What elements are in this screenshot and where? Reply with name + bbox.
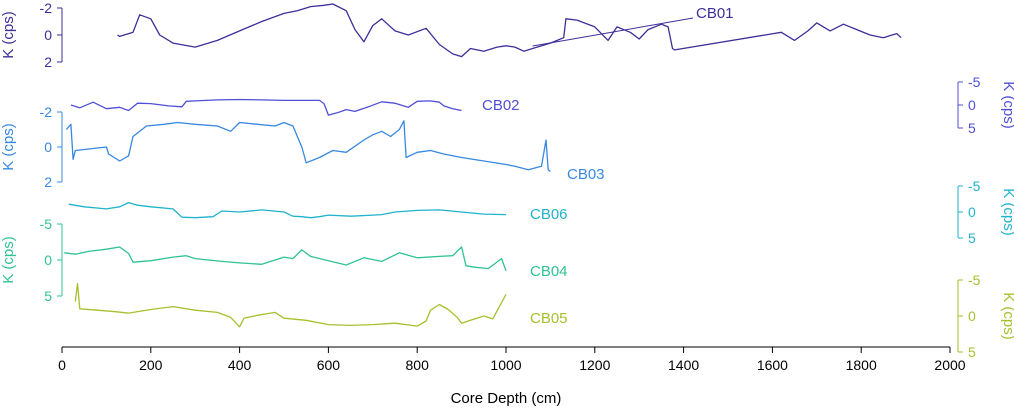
y-tick-label-CB02: -5 xyxy=(968,74,981,90)
series-line-CB04 xyxy=(64,246,507,272)
y-axis-label-CB01: K (cps) xyxy=(0,11,17,59)
x-tick-label: 1400 xyxy=(668,357,699,373)
series-line-CB05 xyxy=(74,282,507,328)
y-tick-label-CB06: 0 xyxy=(968,204,976,220)
x-tick-label: 1800 xyxy=(846,357,877,373)
y-axis-label-CB04: K (cps) xyxy=(0,236,17,284)
x-axis-label: Core Depth (cm) xyxy=(451,390,562,407)
y-tick-label-CB05: 0 xyxy=(968,308,976,324)
series-line-CB01 xyxy=(117,3,902,58)
y-tick-label-CB03: 0 xyxy=(44,139,52,155)
x-tick-label: 1200 xyxy=(579,357,610,373)
x-tick-label: 600 xyxy=(317,357,341,373)
y-axis-label-CB05: K (cps) xyxy=(1000,292,1014,340)
y-tick-label-CB01: -2 xyxy=(40,0,53,16)
series-line-CB03 xyxy=(65,120,551,173)
y-tick-label-CB04: -5 xyxy=(40,216,53,232)
series-label-CB03: CB03 xyxy=(567,166,605,183)
series-label-CB06: CB06 xyxy=(530,206,568,223)
y-tick-label-CB01: 0 xyxy=(44,27,52,43)
series-label-leader-CB01 xyxy=(532,17,694,47)
x-tick-label: 0 xyxy=(58,357,66,373)
y-tick-label-CB03: -2 xyxy=(40,104,53,120)
series-line-CB02 xyxy=(70,98,462,116)
x-tick-label: 1000 xyxy=(490,357,521,373)
y-axis-label-CB03: K (cps) xyxy=(0,123,17,171)
x-tick-label: 400 xyxy=(228,357,252,373)
y-tick-label-CB06: 5 xyxy=(968,230,976,246)
y-tick-label-CB02: 5 xyxy=(968,120,976,136)
series-label-CB04: CB04 xyxy=(530,263,568,280)
series-label-CB02: CB02 xyxy=(482,97,520,114)
y-tick-label-CB05: 5 xyxy=(968,344,976,360)
x-tick-label: 2000 xyxy=(934,357,965,373)
y-tick-label-CB05: -5 xyxy=(968,272,981,288)
y-axis-label-CB02: K (cps) xyxy=(1000,81,1014,129)
y-tick-label-CB02: 0 xyxy=(968,97,976,113)
series-line-CB06 xyxy=(68,201,507,219)
y-tick-label-CB03: 2 xyxy=(44,174,52,190)
x-tick-label: 1600 xyxy=(757,357,788,373)
series-label-CB05: CB05 xyxy=(530,310,568,327)
series-label-CB01: CB01 xyxy=(696,5,734,22)
y-tick-label-CB01: 2 xyxy=(44,54,52,70)
y-tick-label-CB04: 5 xyxy=(44,288,52,304)
y-axis-label-CB06: K (cps) xyxy=(1000,188,1014,236)
x-tick-label: 200 xyxy=(139,357,163,373)
x-tick-label: 800 xyxy=(406,357,430,373)
y-tick-label-CB04: 0 xyxy=(44,252,52,268)
y-tick-label-CB06: -5 xyxy=(968,178,981,194)
